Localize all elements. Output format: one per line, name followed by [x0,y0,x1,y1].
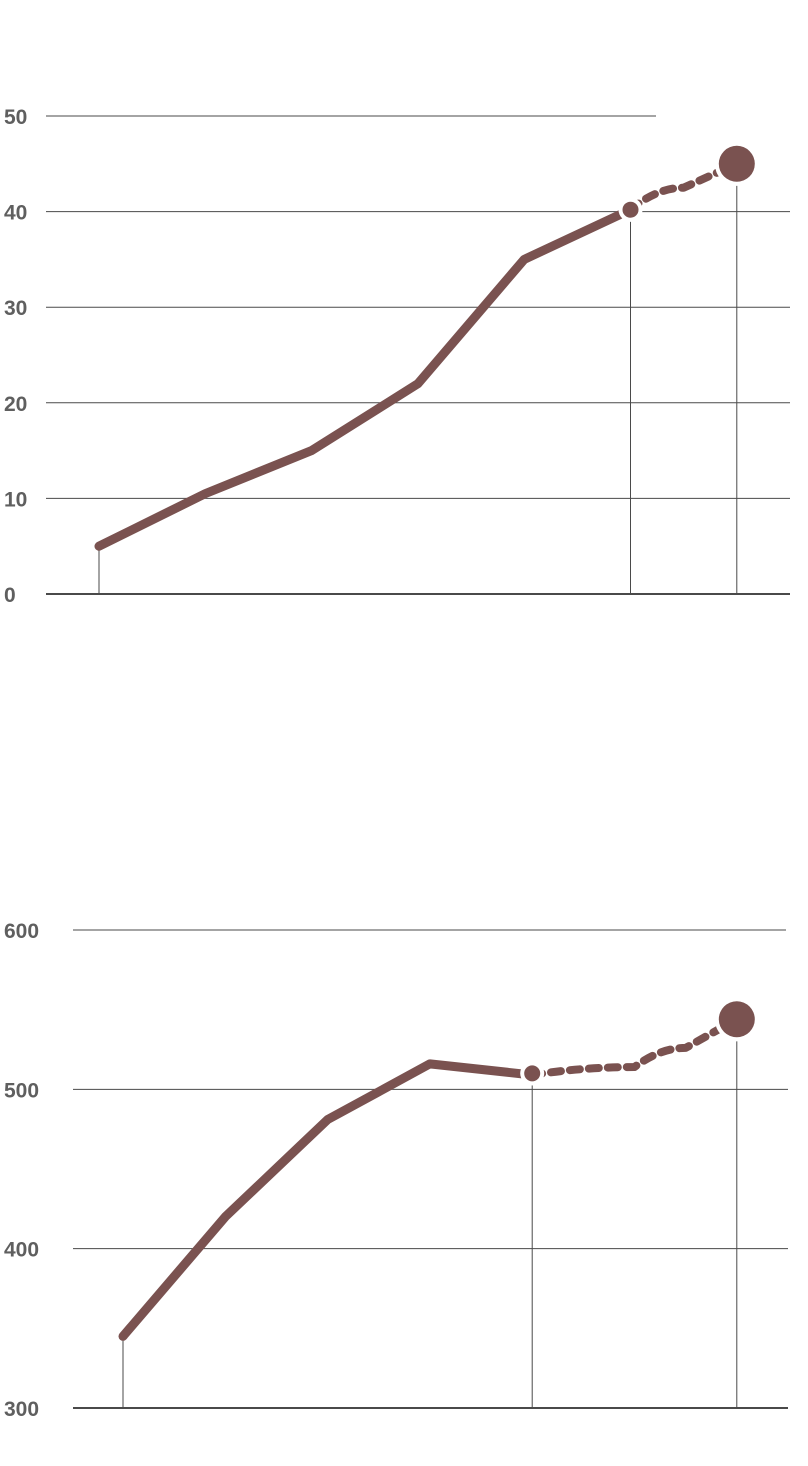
forecast-start-marker [524,1065,541,1082]
y-tick-label: 50 [4,106,27,129]
chart-bottom-svg: 300 400 500 600 [4,920,788,1421]
chart-bottom: 300 400 500 600 [0,880,808,1440]
chart-top-svg: 0 10 20 30 40 50 [4,106,790,607]
y-tick-label: 40 [4,202,27,225]
chart-top: 0 10 20 30 40 50 [0,0,808,640]
y-tick-label: 20 [4,393,27,416]
forecast-end-marker [718,145,755,182]
y-tick-label: 10 [4,488,27,511]
forecast-series-line [528,1015,741,1079]
y-tick-label: 0 [4,584,16,607]
y-tick-label: 30 [4,297,27,320]
y-tick-label: 300 [4,1398,39,1421]
y-tick-label: 500 [4,1079,39,1102]
y-tick-label: 400 [4,1239,39,1262]
y-tick-label: 600 [4,920,39,943]
forecast-start-marker [622,201,639,218]
series-line [118,1059,537,1341]
forecast-end-marker [718,1001,755,1038]
series-line [94,205,635,551]
